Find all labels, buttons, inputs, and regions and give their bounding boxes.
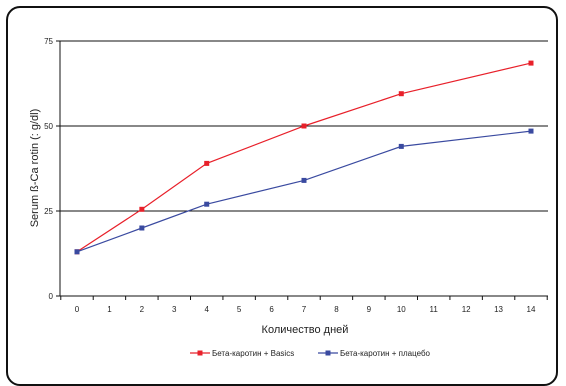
data-point [398,91,404,97]
legend-item-2: Бета-каротин + плацебо [318,349,431,358]
y-tick-label-25: 25 [44,207,53,216]
y-tick-label-75: 75 [44,37,53,46]
data-point [398,143,404,149]
x-tick-label-3: 3 [172,305,177,314]
y-tick-label-50: 50 [44,122,53,131]
data-point [139,225,145,231]
data-point [301,177,307,183]
axes [56,40,548,300]
legend: Бета-каротин + Basics Бета-каротин + плац… [190,349,431,358]
x-tick-label-12: 12 [462,305,471,314]
legend-swatch-marker [197,350,203,356]
x-tick-label-9: 9 [367,305,372,314]
x-tick-label-13: 13 [494,305,503,314]
x-tick-label-0: 0 [75,305,80,314]
x-tick-label-11: 11 [430,305,439,314]
x-tick-label-2: 2 [140,305,145,314]
series-1 [74,60,534,255]
x-tick-labels: 0 1 2 3 4 5 6 7 8 9 10 11 12 13 14 [75,305,536,314]
series-line-1 [76,62,532,253]
data-point [204,160,210,166]
series-group [74,60,534,255]
y-tick-label-0: 0 [49,292,54,301]
series-2 [74,128,534,255]
legend-label-1: Бета-каротин + Basics [212,349,294,358]
x-tick-label-5: 5 [237,305,242,314]
x-tick-label-8: 8 [334,305,339,314]
series-line-2 [76,130,532,253]
x-tick-label-6: 6 [269,305,274,314]
legend-label-2: Бета-каротин + плацебо [340,349,431,358]
x-tick-label-4: 4 [204,305,209,314]
legend-swatch-marker [325,350,331,356]
data-point [139,206,145,212]
data-point [528,60,534,66]
data-point [204,201,210,207]
x-tick-label-1: 1 [107,305,112,314]
chart-frame [6,6,558,386]
legend-item-1: Бета-каротин + Basics [190,349,294,358]
y-tick-labels: 0 25 50 75 [44,37,53,301]
data-point [74,249,80,255]
y-axis-label: Serum ß-Ca rotin (: g/dl) [29,109,41,228]
x-tick-label-7: 7 [302,305,307,314]
x-tick-label-14: 14 [527,305,536,314]
x-axis-label: Количество дней [262,324,349,336]
x-tick-label-10: 10 [397,305,406,314]
data-point [301,123,307,129]
data-point [528,128,534,134]
